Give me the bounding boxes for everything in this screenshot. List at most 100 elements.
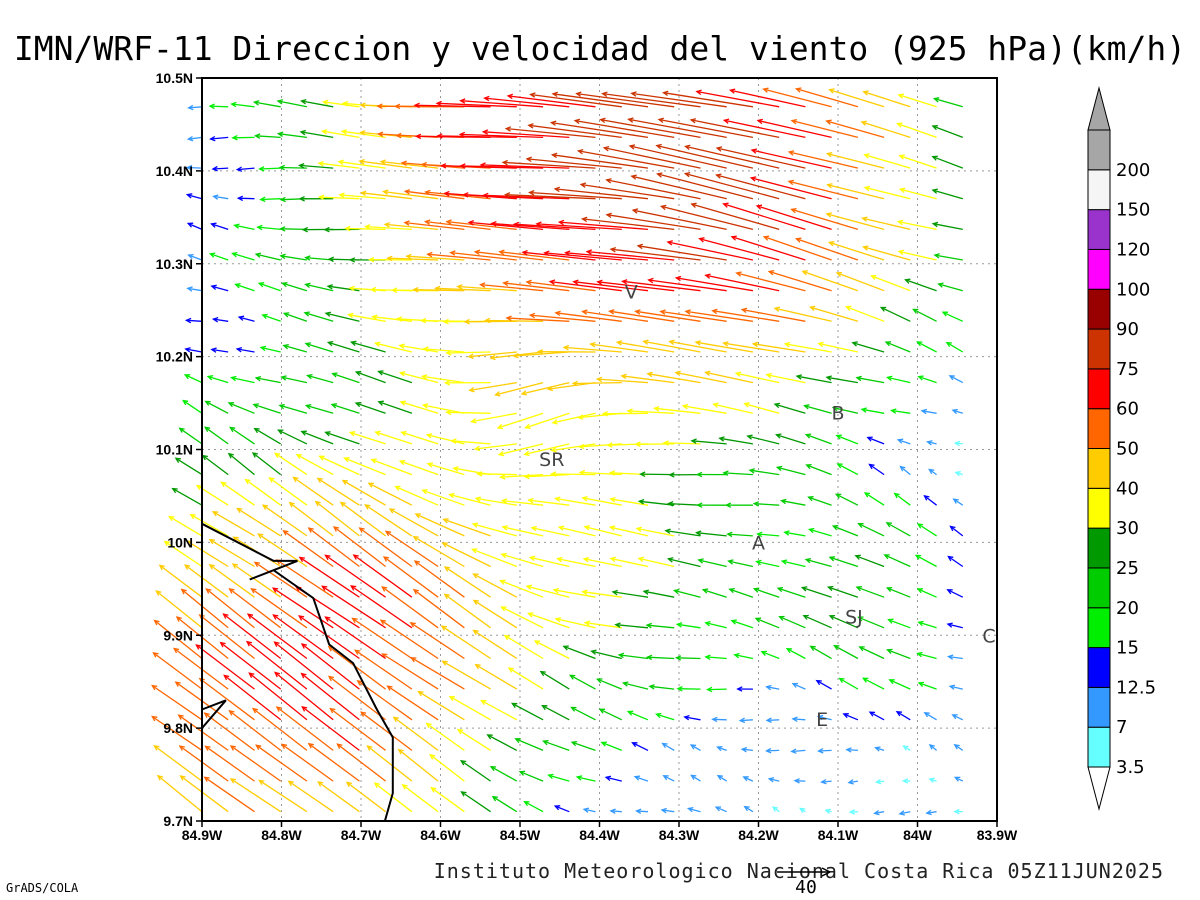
wind-vector-shaft [472, 523, 517, 537]
wind-vector [278, 403, 308, 414]
wind-vector-head [426, 462, 434, 468]
wind-vector-head [887, 618, 894, 624]
wind-vector-head [301, 705, 308, 712]
wind-vector-head [861, 216, 868, 222]
wind-vector-shaft [187, 166, 203, 169]
wind-vector [790, 748, 806, 754]
wind-vector [562, 645, 596, 660]
wind-vector [510, 702, 544, 721]
wind-vector-shaft [460, 760, 491, 782]
wind-vector-head [233, 223, 240, 229]
wind-vector-head [245, 640, 253, 647]
wind-vector-shaft [506, 317, 570, 322]
wind-vector-shaft [555, 312, 622, 322]
colorbar-label: 25 [1116, 558, 1139, 579]
wind-vector-head [178, 427, 185, 433]
wind-vector [817, 341, 859, 353]
wind-vector-shaft [606, 214, 701, 231]
wind-vector [230, 375, 255, 384]
wind-vector-shaft [414, 560, 465, 598]
wind-vector-head [611, 589, 618, 596]
wind-vector-shaft [864, 154, 911, 169]
wind-vector-shaft [954, 744, 964, 751]
wind-vector-shaft [544, 252, 622, 261]
wind-vector-shaft [480, 283, 544, 292]
wind-vector-head [261, 313, 268, 320]
wind-vector-head [648, 684, 655, 690]
wind-vector-shaft [175, 457, 203, 476]
wind-vector [626, 710, 649, 721]
wind-vector-shaft [365, 225, 412, 231]
wind-vector-shaft [418, 691, 465, 721]
wind-vector-shaft [495, 381, 544, 396]
wind-vector-head [503, 634, 510, 641]
wind-vector [787, 179, 859, 200]
wind-vector-shaft [515, 738, 544, 751]
wind-vector-shaft [352, 617, 413, 660]
wind-vector [916, 651, 937, 660]
wind-vector-head [896, 122, 903, 128]
wind-vector-head [472, 573, 479, 579]
wind-vector-shaft [536, 223, 622, 231]
wind-vector-head [885, 522, 892, 528]
wind-vector-shaft [677, 623, 701, 629]
wind-vector-head [795, 374, 802, 380]
wind-vector [954, 470, 963, 477]
wind-vector [585, 249, 675, 261]
wind-vector-shaft [791, 749, 806, 753]
wind-vector-head [220, 481, 227, 488]
wind-vector [329, 707, 386, 751]
wind-vector-head [948, 684, 956, 690]
wind-vector [642, 339, 701, 353]
wind-vector-head [300, 98, 307, 105]
wind-vector [259, 345, 281, 353]
wind-vector-shaft [457, 729, 491, 751]
wind-vector-head [254, 375, 262, 382]
wind-vector [498, 249, 570, 261]
wind-vector [662, 775, 675, 782]
wind-vector-head [185, 164, 193, 171]
wind-vector [751, 341, 806, 353]
wind-vector-head [304, 282, 311, 289]
wind-vector-head [354, 649, 361, 655]
wind-vector-head [510, 702, 518, 708]
wind-vector [282, 344, 308, 353]
wind-vector [246, 613, 308, 660]
wind-vector [820, 778, 832, 785]
wind-vector-head [609, 808, 616, 814]
wind-vector [595, 678, 623, 690]
wind-vector-head [332, 526, 340, 532]
wind-vector [953, 808, 963, 815]
colorbar-label: 75 [1116, 359, 1139, 380]
wind-vector [825, 119, 885, 139]
wind-vector [589, 341, 649, 353]
wind-vector-head [776, 586, 784, 593]
wind-vector-shaft [522, 251, 596, 261]
wind-vector-head [171, 487, 178, 494]
wind-vector-shaft [713, 403, 754, 414]
wind-vector [526, 612, 570, 629]
wind-vector [883, 554, 911, 568]
wind-vector-head [914, 554, 922, 560]
wind-vector-head [581, 495, 588, 502]
wind-vector [683, 714, 701, 721]
wind-vector-head [754, 617, 762, 623]
wind-vector-head [750, 148, 758, 154]
wind-vector-head [748, 468, 755, 474]
wind-vector-shaft [330, 708, 386, 751]
city-label: E [816, 709, 828, 731]
wind-vector-shaft [442, 542, 491, 568]
wind-vector [581, 589, 622, 598]
wind-vector-shaft [543, 740, 570, 752]
wind-vector-shaft [338, 161, 386, 169]
colorbar-label: 50 [1116, 439, 1139, 460]
wind-vector-shaft [731, 619, 754, 629]
wind-vector [257, 282, 281, 292]
wind-vector [848, 809, 858, 815]
wind-vector [356, 680, 413, 721]
wind-vector-shaft [500, 473, 544, 478]
wind-vector-shaft [843, 713, 859, 721]
wind-vector-shaft [443, 518, 491, 537]
wind-vector-head [855, 586, 862, 592]
wind-vector-shaft [501, 553, 544, 568]
